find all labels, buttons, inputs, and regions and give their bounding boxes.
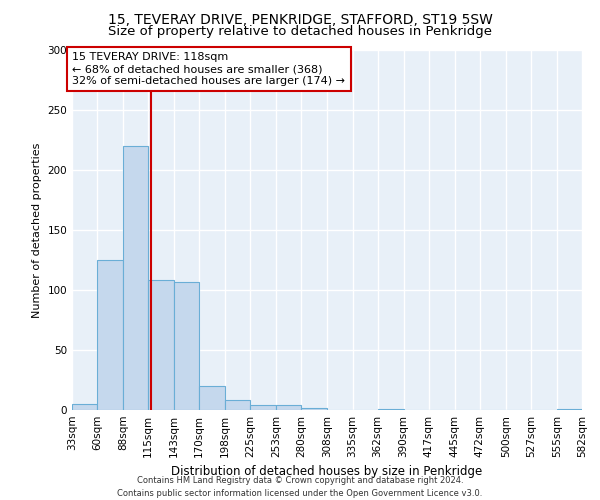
Bar bbox=[148, 280, 174, 410]
Text: Size of property relative to detached houses in Penkridge: Size of property relative to detached ho… bbox=[108, 25, 492, 38]
Text: 15, TEVERAY DRIVE, PENKRIDGE, STAFFORD, ST19 5SW: 15, TEVERAY DRIVE, PENKRIDGE, STAFFORD, … bbox=[107, 12, 493, 26]
Y-axis label: Number of detached properties: Number of detached properties bbox=[32, 142, 42, 318]
Bar bbox=[199, 386, 225, 410]
Bar bbox=[377, 409, 404, 410]
Text: 15 TEVERAY DRIVE: 118sqm
← 68% of detached houses are smaller (368)
32% of semi-: 15 TEVERAY DRIVE: 118sqm ← 68% of detach… bbox=[73, 52, 346, 86]
X-axis label: Distribution of detached houses by size in Penkridge: Distribution of detached houses by size … bbox=[172, 466, 482, 478]
Bar bbox=[225, 400, 250, 410]
Bar bbox=[72, 404, 97, 410]
Bar bbox=[277, 405, 301, 410]
Bar bbox=[557, 409, 582, 410]
Bar bbox=[250, 405, 277, 410]
Bar bbox=[174, 282, 199, 410]
Bar bbox=[301, 408, 328, 410]
Bar bbox=[123, 146, 148, 410]
Bar bbox=[97, 260, 123, 410]
Text: Contains HM Land Registry data © Crown copyright and database right 2024.
Contai: Contains HM Land Registry data © Crown c… bbox=[118, 476, 482, 498]
